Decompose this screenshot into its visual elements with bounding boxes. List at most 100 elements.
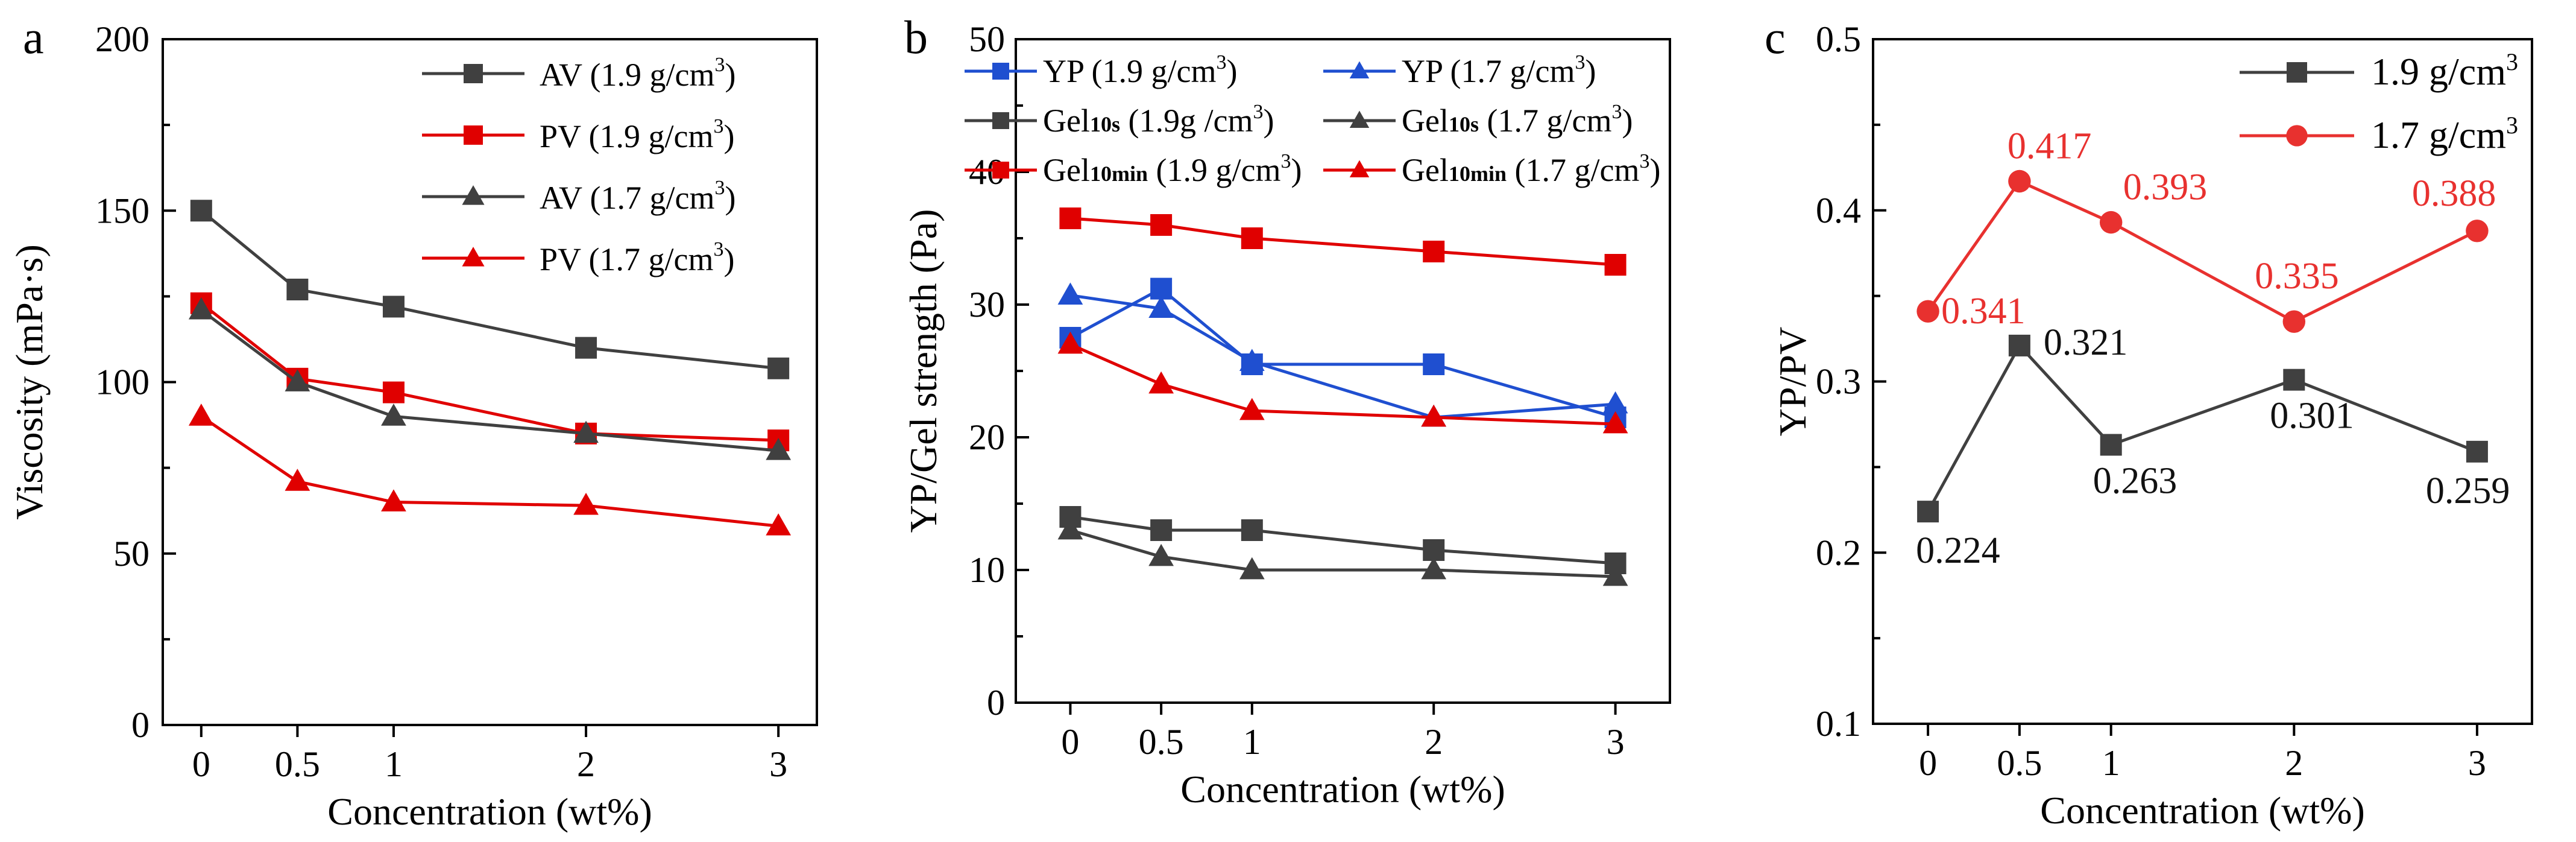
data-point	[1057, 517, 1083, 540]
legend-label-main: PV (1.9 g/cm	[540, 118, 714, 154]
x-tick-label: 0	[1061, 722, 1079, 762]
y-tick-label: 0.5	[1816, 19, 1861, 59]
data-point	[575, 337, 597, 359]
legend-swatch-marker	[1349, 61, 1370, 78]
data-point	[2466, 220, 2489, 242]
legend-label-sup: 3	[1280, 150, 1291, 173]
data-point	[1421, 557, 1447, 580]
x-tick-label: 0.5	[1997, 743, 2042, 783]
legend-label: PV (1.7 g/cm3)	[540, 238, 735, 277]
legend-label-close: )	[1263, 103, 1274, 139]
series-4	[1057, 517, 1628, 586]
data-point	[1057, 331, 1083, 354]
x-tick-label: 2	[1425, 722, 1443, 762]
legend-label: Gel10s (1.9g /cm3)	[1043, 101, 1274, 139]
y-tick-label: 50	[113, 534, 150, 574]
legend-label-main: PV (1.7 g/cm	[540, 241, 714, 277]
legend-label-sup: 3	[1217, 51, 1227, 74]
series-5	[1059, 207, 1627, 276]
legend-label-close: )	[725, 180, 736, 216]
data-point	[573, 492, 599, 515]
y-tick-label: 0.1	[1816, 704, 1861, 744]
series-line	[200, 415, 779, 528]
legend-swatch-marker	[462, 185, 485, 205]
data-point	[1602, 411, 1628, 434]
y-axis-title: Viscosity (mPa·s)	[8, 244, 51, 520]
x-axis-title: Concentration (wt%)	[1180, 768, 1505, 811]
legend-label-main: YP	[1402, 53, 1442, 89]
data-label: 0.335	[2255, 256, 2339, 297]
x-tick-label: 0	[1919, 743, 1937, 783]
series-2	[190, 292, 790, 452]
data-point	[1423, 353, 1445, 375]
data-point	[1423, 241, 1445, 262]
legend-label-close: )	[1649, 152, 1660, 188]
legend-item: 1.7 g/cm3	[2240, 112, 2518, 156]
data-label: 0.393	[2123, 167, 2208, 208]
legend-swatch-marker	[464, 125, 483, 145]
x-tick-label: 3	[769, 744, 787, 784]
data-point	[2283, 369, 2305, 391]
legend-label-rest: (1.9g /cm	[1120, 103, 1253, 139]
x-tick-label: 0.5	[1139, 722, 1184, 762]
data-point	[2282, 310, 2306, 333]
legend-label-sup: 3	[2506, 48, 2518, 75]
legend-label-sup: 3	[715, 177, 725, 199]
x-tick-label: 3	[2468, 743, 2486, 783]
legend-label-sub: 10s	[1090, 112, 1120, 136]
legend-swatch-marker	[992, 112, 1009, 129]
data-point	[1059, 207, 1082, 229]
legend-label-rest: (1.7 g/cm	[1479, 103, 1611, 139]
legend-label: PV (1.9 g/cm3)	[540, 115, 735, 154]
data-point	[766, 513, 792, 536]
legend-label-sup: 3	[714, 238, 724, 261]
data-point	[1239, 349, 1265, 371]
data-point	[2099, 210, 2123, 234]
y-tick-label: 0.3	[1816, 362, 1861, 402]
x-tick-label: 2	[577, 744, 595, 784]
series-line	[1069, 343, 1616, 426]
series-line	[1926, 343, 2478, 513]
series-1: 0.224 0.321 0.263 0.301 0.259	[1916, 322, 2510, 571]
data-point	[1916, 300, 1939, 323]
data-point	[190, 200, 212, 222]
data-point	[1239, 397, 1265, 420]
data-label: 0.321	[2044, 322, 2128, 363]
series-2	[1057, 282, 1628, 427]
data-point	[1150, 214, 1173, 236]
legend-label-main: Gel	[1402, 152, 1449, 188]
legend-item: Gel10s (1.7 g/cm3)	[1323, 101, 1633, 139]
y-tick-label: 10	[969, 550, 1005, 590]
legend-label-rest: (1.9 g/cm	[1148, 152, 1280, 188]
data-point	[1241, 519, 1263, 541]
legend-label-main: Gel	[1402, 103, 1449, 139]
legend-item: PV (1.9 g/cm3)	[422, 115, 735, 154]
legend-item: YP (1.7 g/cm3)	[1323, 51, 1596, 89]
data-point	[382, 296, 405, 318]
x-tick-label: 1	[2102, 743, 2120, 783]
data-point	[1917, 501, 1939, 523]
x-tick-label: 3	[1607, 722, 1625, 762]
legend-label-close: )	[1227, 53, 1238, 89]
legend-label-close: )	[1586, 53, 1596, 89]
legend-label-sup: 3	[1575, 51, 1586, 74]
legend-label-close: )	[1291, 152, 1302, 188]
data-label: 0.259	[2426, 470, 2510, 511]
data-point	[1602, 563, 1628, 586]
data-label: 0.417	[2008, 126, 2092, 167]
series-1	[1059, 277, 1627, 428]
data-point	[1057, 282, 1083, 305]
legend-label-main: Gel	[1043, 152, 1090, 188]
data-point	[2100, 434, 2122, 456]
legend-item: Gel10min (1.9 g/cm3)	[965, 150, 1302, 188]
y-tick-label: 0.2	[1816, 533, 1861, 572]
series-2: 0.341 0.417 0.393 0.335 0.388	[1916, 126, 2496, 333]
series-3	[188, 297, 792, 460]
y-tick-label: 0	[987, 683, 1005, 723]
legend-swatch-marker	[1349, 160, 1370, 177]
legend-item: Gel10min (1.7 g/cm3)	[1323, 150, 1660, 188]
legend-label-sub: 10min	[1449, 162, 1507, 186]
y-tick-label: 0.4	[1816, 191, 1861, 230]
